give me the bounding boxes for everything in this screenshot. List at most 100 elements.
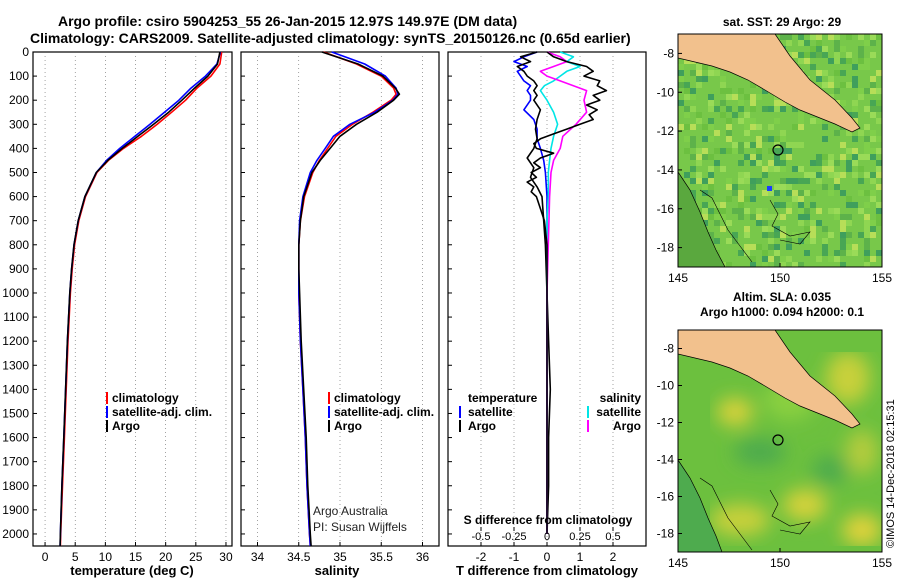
sst-pixel — [798, 52, 804, 58]
sst-pixel — [870, 226, 876, 232]
sst-pixel — [834, 52, 840, 58]
sst-pixel — [846, 202, 852, 208]
sst-pixel — [696, 118, 702, 124]
sst-pixel — [834, 184, 840, 190]
sst-pixel — [708, 124, 714, 130]
sst-pixel — [876, 220, 882, 226]
sst-pixel — [708, 64, 714, 70]
sst-pixel — [750, 118, 756, 124]
depth-tick-label: 1900 — [2, 503, 29, 517]
lon-tick-label: 145 — [668, 556, 688, 570]
sst-pixel — [870, 106, 876, 112]
new-guinea-landmass — [678, 34, 861, 133]
sst-pixel — [804, 58, 810, 64]
depth-tick-label: 200 — [9, 93, 29, 107]
sst-pixel — [876, 118, 882, 124]
sst-pixel — [702, 208, 708, 214]
sst-pixel — [690, 166, 696, 172]
sst-pixel — [762, 190, 768, 196]
sst-pixel — [762, 136, 768, 142]
sst-pixel — [786, 142, 792, 148]
sst-pixel — [708, 94, 714, 100]
sst-pixel — [696, 64, 702, 70]
sst-pixel — [762, 106, 768, 112]
sst-pixel — [828, 172, 834, 178]
sst-pixel — [864, 250, 870, 256]
lat-tick-label: -12 — [657, 416, 675, 430]
sst-pixel — [786, 238, 792, 244]
salinity-legend: climatology satellite-adj. clim. Argo — [328, 391, 434, 433]
depth-tick-label: 100 — [9, 69, 29, 83]
sst-pixel — [792, 106, 798, 112]
sst-pixel — [816, 118, 822, 124]
sst-pixel — [864, 262, 870, 267]
sst-pixel — [852, 112, 858, 118]
reef-contour — [699, 477, 753, 551]
sst-pixel — [720, 76, 726, 82]
sst-pixel — [798, 220, 804, 226]
sst-pixel — [816, 160, 822, 166]
lat-tick-label: -12 — [657, 124, 675, 138]
sst-pixel — [870, 52, 876, 58]
depth-tick-label: 500 — [9, 165, 29, 179]
sst-pixel — [696, 148, 702, 154]
sst-pixel — [738, 148, 744, 154]
sst-pixel — [858, 46, 864, 52]
sst-pixel — [690, 154, 696, 160]
sst-pixel — [816, 178, 822, 184]
sst-pixel — [774, 262, 780, 267]
sst-pixel — [870, 88, 876, 94]
s-difference-legend: salinity satellite Argo — [587, 391, 641, 433]
sla-map-title-line1: Altim. SLA: 0.035 — [733, 290, 831, 304]
sst-pixel — [696, 70, 702, 76]
sst-pixel — [756, 244, 762, 250]
sst-pixel — [870, 220, 876, 226]
sst-pixel — [690, 178, 696, 184]
sst-pixel — [816, 82, 822, 88]
s-x-tick-label: 0.25 — [569, 531, 590, 543]
header-title-line1: Argo profile: csiro 5904253_55 26-Jan-20… — [58, 13, 517, 29]
sst-pixel — [750, 100, 756, 106]
sst-pixel — [744, 142, 750, 148]
sst-pixel — [858, 64, 864, 70]
sst-pixel — [720, 208, 726, 214]
sst-pixel — [708, 178, 714, 184]
sst-pixel — [846, 220, 852, 226]
sst-pixel — [840, 232, 846, 238]
sst-pixel — [708, 166, 714, 172]
sst-pixel — [762, 88, 768, 94]
sst-pixel — [840, 262, 846, 267]
sst-pixel — [870, 196, 876, 202]
legend-label-t-argo: Argo — [468, 419, 496, 433]
depth-tick-label: 700 — [9, 214, 29, 228]
sst-pixel — [816, 208, 822, 214]
sst-pixel — [732, 142, 738, 148]
sst-pixel — [876, 208, 882, 214]
sst-pixel — [852, 154, 858, 160]
sst-pixel — [828, 34, 834, 40]
reef-contour — [699, 189, 753, 263]
sst-pixel — [744, 124, 750, 130]
sst-pixel — [870, 178, 876, 184]
sst-pixel — [816, 52, 822, 58]
sst-pixel — [798, 214, 804, 220]
sst-pixel — [834, 58, 840, 64]
sst-pixel — [816, 34, 822, 40]
sst-pixel — [798, 238, 804, 244]
differences-s-satellite-line — [539, 51, 581, 534]
sst-pixel — [864, 142, 870, 148]
sst-pixel — [726, 106, 732, 112]
sst-pixel — [708, 154, 714, 160]
sst-pixel — [780, 226, 786, 232]
sst-pixel — [756, 220, 762, 226]
sst-pixel — [744, 154, 750, 160]
sst-pixel — [810, 160, 816, 166]
sst-pixel — [726, 148, 732, 154]
sst-pixel — [714, 214, 720, 220]
sst-pixel — [696, 76, 702, 82]
sst-pixel — [696, 172, 702, 178]
s-x-tick-label: -0.5 — [472, 531, 491, 543]
sst-pixel — [684, 82, 690, 88]
sst-pixel — [810, 172, 816, 178]
